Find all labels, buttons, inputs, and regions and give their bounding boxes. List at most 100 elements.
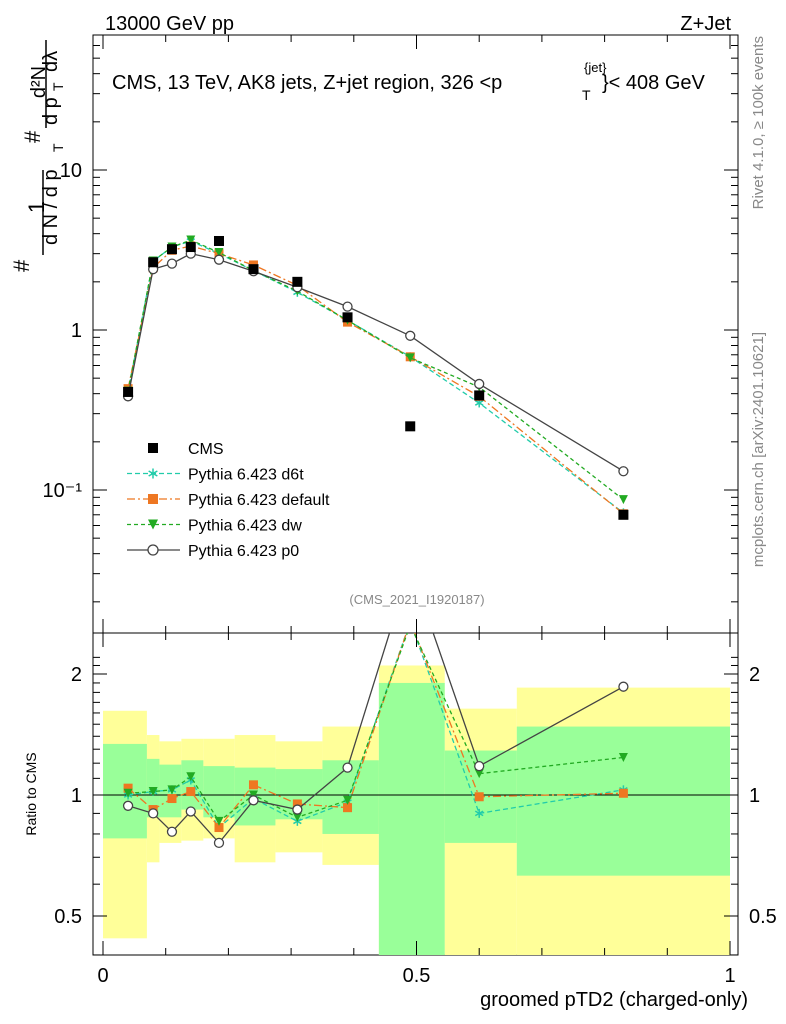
main-series-layer xyxy=(122,235,629,520)
data-point xyxy=(166,244,177,255)
analysis-watermark: (CMS_2021_I1920187) xyxy=(349,592,484,607)
y-tick-label-main: 10⁻¹ xyxy=(43,480,83,502)
ratio-point xyxy=(186,772,196,782)
data-point xyxy=(342,312,353,323)
ratio-point xyxy=(166,826,178,837)
x-tick-label: 1 xyxy=(724,965,735,987)
series-point xyxy=(474,378,485,390)
data-point xyxy=(185,242,196,253)
ratio-y-axis-label: Ratio to CMS xyxy=(23,752,39,835)
ratio-point xyxy=(343,803,353,813)
ratio-point xyxy=(474,792,484,802)
ylabel-hash-1: # xyxy=(9,259,34,272)
legend-marker-stroke xyxy=(148,470,158,477)
y-tick-label-ratio: 2 xyxy=(71,664,82,686)
plot-title: CMS, 13 TeV, AK8 jets, Z+jet region, 326… xyxy=(112,60,706,103)
series-point xyxy=(405,330,416,341)
ratio-point xyxy=(167,794,177,804)
ratio-point xyxy=(406,617,414,626)
ratio-point xyxy=(248,795,259,806)
y-tick-label-ratio: 1 xyxy=(71,785,82,807)
series-point xyxy=(213,254,225,265)
ylabel-frac2-den-sub: T xyxy=(50,82,66,91)
ratio-point xyxy=(122,800,134,811)
series-point xyxy=(405,353,415,363)
rivet-version-label: Rivet 4.1.0, ≥ 100k events xyxy=(750,36,767,209)
plot-title-rest: }< 408 GeV xyxy=(602,72,706,94)
series-point xyxy=(214,248,224,258)
legend-marker xyxy=(148,519,158,530)
ratio-band-inner xyxy=(181,760,204,810)
ratio-uncertainty-bands xyxy=(93,665,738,955)
ratio-line xyxy=(127,633,624,829)
ratio-point-stroke xyxy=(474,810,484,817)
ratio-point xyxy=(292,812,302,822)
ratio-series-group xyxy=(122,617,629,849)
y-tick-label-ratio-right: 1 xyxy=(749,785,760,807)
ratio-series-layer xyxy=(122,617,629,849)
ratio-band-inner xyxy=(516,726,730,876)
header-right: Z+Jet xyxy=(680,13,731,35)
series-point xyxy=(618,466,629,477)
ratio-point xyxy=(214,823,224,833)
ylabel-frac1-den-sub: T xyxy=(50,143,66,152)
ratio-point xyxy=(474,769,484,779)
legend-label: Pythia 6.423 dw xyxy=(188,518,302,535)
legend-marker xyxy=(148,494,158,504)
legend-label: Pythia 6.423 default xyxy=(188,492,330,509)
x-axis-label: groomed pTD2 (charged-only) xyxy=(480,989,748,1011)
data-point xyxy=(248,264,259,275)
ratio-point-stroke xyxy=(406,619,414,624)
y-tick-label-ratio-right: 2 xyxy=(749,664,760,686)
ratio-point xyxy=(618,788,628,798)
series-point xyxy=(618,495,628,505)
ratio-band-inner xyxy=(378,682,445,955)
series-line xyxy=(127,245,624,515)
legend-label: Pythia 6.423 p0 xyxy=(188,543,299,560)
ratio-point xyxy=(123,783,133,793)
ratio-point xyxy=(186,787,196,797)
legend: CMS Pythia 6.423 d6t Pythia 6.423 default P… xyxy=(127,441,330,560)
plot-title-sub: T xyxy=(582,87,591,103)
ylabel-hash-2: # xyxy=(20,130,45,143)
data-point xyxy=(405,421,416,432)
data-point xyxy=(618,509,629,520)
ratio-point xyxy=(185,806,196,817)
axes-layer: 0 0.5 1 10 1 10⁻¹ 2 2 1 1 0.5 0.5 xyxy=(43,35,777,987)
ratio-point-stroke xyxy=(406,619,414,624)
data-point xyxy=(148,257,159,268)
y-tick-label-main: 1 xyxy=(71,320,82,342)
ylabel-frac1-den: d N / d p xyxy=(40,169,62,245)
y-axis-label-main: # 1 d N / d p T # d²N d p T dλ xyxy=(9,40,66,272)
ylabel-frac2-num: d²N xyxy=(28,66,50,98)
mcplots-label: mcplots.cern.ch [arXiv:2401.10621] xyxy=(750,332,767,567)
data-point xyxy=(213,235,224,246)
header-left: 13000 GeV pp xyxy=(105,13,234,35)
ratio-point xyxy=(248,780,258,790)
ratio-point xyxy=(167,785,177,795)
series-line xyxy=(127,252,624,472)
ratio-point xyxy=(248,790,258,800)
ratio-point xyxy=(343,795,353,805)
data-point xyxy=(123,386,134,397)
ratio-point xyxy=(342,762,353,773)
y-tick-label-main: 10 xyxy=(60,160,82,182)
ylabel-frac2-den-tail: dλ xyxy=(40,51,62,72)
plot-title-sup: {jet} xyxy=(584,60,607,75)
ratio-point xyxy=(292,804,303,815)
ratio-point xyxy=(406,620,415,629)
plot-title-main: CMS, 13 TeV, AK8 jets, Z+jet region, 326… xyxy=(112,72,502,94)
legend-label: CMS xyxy=(188,441,224,458)
ratio-point xyxy=(214,816,224,826)
ratio-point xyxy=(474,808,484,818)
series-line xyxy=(127,239,624,501)
ratio-point xyxy=(406,617,415,626)
ylabel-frac2-den: d p xyxy=(40,97,62,125)
ratio-point xyxy=(618,681,629,692)
x-tick-label: 0.5 xyxy=(403,965,431,987)
y-tick-label-ratio: 0.5 xyxy=(54,906,82,928)
legend-label: Pythia 6.423 d6t xyxy=(188,467,304,484)
y-tick-label-ratio-right: 0.5 xyxy=(749,906,777,928)
ratio-point xyxy=(123,788,133,798)
